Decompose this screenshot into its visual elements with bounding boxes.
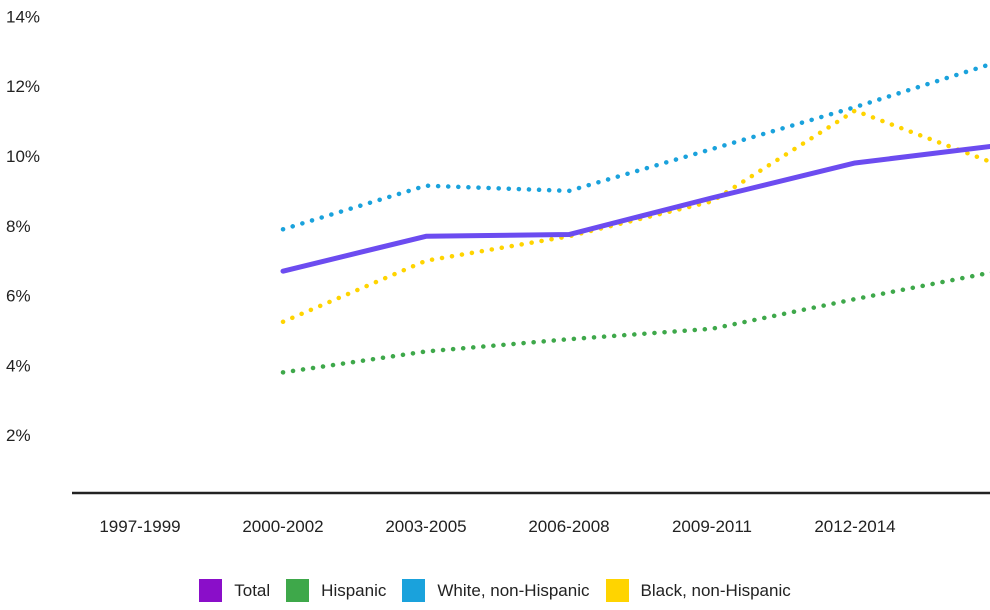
y-tick-label: 8% (6, 217, 31, 236)
y-tick-label: 10% (6, 147, 40, 166)
legend-label: Total (234, 580, 271, 600)
y-tick-label: 2% (6, 426, 31, 445)
legend-swatch (199, 579, 223, 602)
legend-swatch (605, 579, 629, 602)
y-tick-label: 6% (6, 287, 31, 306)
series-line-black-non-hispanic (280, 108, 990, 325)
x-tick-label: 2003-2005 (385, 517, 466, 536)
x-tick-label: 2012-2014 (814, 517, 895, 536)
legend-swatch (402, 579, 426, 602)
legend-item: White, non-Hispanic (402, 579, 590, 602)
x-tick-label: 2009-2011 (672, 517, 752, 536)
x-tick-label: 1997-1999 (99, 517, 180, 536)
series-line-hispanic (280, 270, 990, 375)
legend-label: White, non-Hispanic (437, 580, 590, 600)
legend-item: Total (199, 579, 270, 602)
series-line-total (280, 143, 990, 274)
chart-legend: Total Hispanic White, non-Hispanic Black, n… (0, 579, 990, 602)
x-tick-label: 2000-2002 (242, 517, 323, 536)
y-tick-label: 4% (6, 356, 31, 375)
legend-label: Hispanic (321, 580, 387, 600)
legend-item: Black, non-Hispanic (605, 579, 791, 602)
y-tick-label: 12% (6, 77, 40, 96)
series-line-white-non-hispanic (280, 61, 990, 232)
legend-label: Black, non-Hispanic (640, 580, 791, 600)
legend-swatch (286, 579, 310, 602)
x-tick-label: 2006-2008 (528, 517, 609, 536)
y-tick-label: 14% (6, 7, 40, 26)
legend-item: Hispanic (286, 579, 386, 602)
